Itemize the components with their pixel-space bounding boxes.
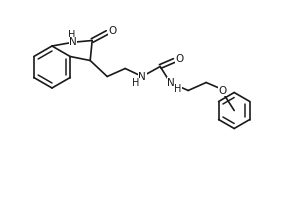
- Text: O: O: [175, 54, 183, 64]
- Text: O: O: [108, 26, 116, 36]
- Text: N: N: [138, 72, 146, 82]
- Text: O: O: [218, 86, 226, 96]
- Text: H: H: [133, 78, 140, 88]
- Text: N: N: [167, 77, 175, 88]
- Text: N: N: [69, 37, 77, 47]
- Text: H: H: [175, 84, 182, 94]
- Text: H: H: [68, 30, 76, 40]
